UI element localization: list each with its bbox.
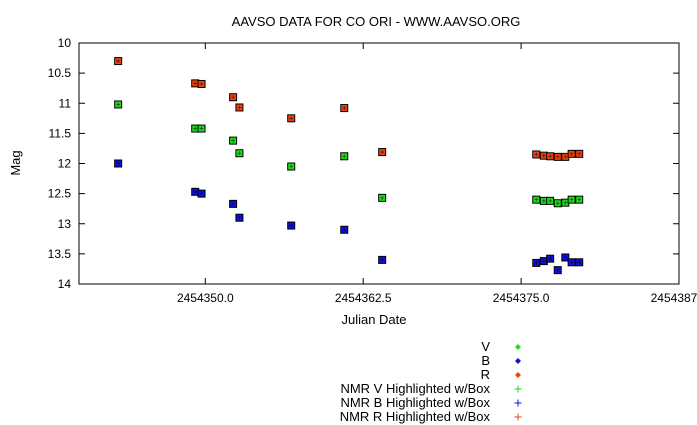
point-b [287,221,296,230]
y-tick-label: 12.5 [48,187,72,201]
point-v [197,124,206,133]
y-axis: 10 10.5 11 11.5 12 12.5 13 13.5 14 [48,36,679,291]
y-tick-label: 11 [59,96,72,110]
point-v [114,100,123,109]
point-v [287,162,296,171]
point-v [553,199,562,208]
y-tick-label: 11.5 [49,126,72,140]
point-b [567,258,576,267]
data-points [114,57,584,275]
legend-marker [515,372,521,378]
legend-marker [514,399,522,407]
y-tick-label: 13 [58,217,72,231]
legend-marker [514,385,522,393]
point-v [546,196,555,205]
legend-marker [515,358,521,364]
legend-label: NMR B Highlighted w/Box [340,395,490,410]
point-b [114,159,123,168]
point-r [191,79,200,88]
legend-label: V [481,339,490,354]
y-axis-label: Mag [8,150,23,175]
point-r [340,104,349,113]
x-axis-label: Julian Date [341,312,406,327]
x-tick-label: 2454350.0 [177,291,234,305]
legend-label: NMR R Highlighted w/Box [340,409,491,424]
point-b [575,258,584,267]
point-v [532,195,541,204]
x-tick-label: 2454375.0 [493,291,550,305]
point-b [235,213,244,222]
point-v [340,152,349,161]
y-tick-label: 14 [58,277,72,291]
x-tick-label: 2454387.5 [651,291,697,305]
y-tick-label: 13.5 [48,247,72,261]
point-r [287,114,296,123]
point-b [229,199,238,208]
legend-label: B [481,353,490,368]
legend-marker [515,344,521,350]
point-b [546,254,555,263]
point-r [229,93,238,102]
point-b [340,225,349,234]
point-b [553,266,562,275]
legend-marker [514,413,522,421]
point-b [197,189,206,198]
point-r [378,148,387,157]
point-r [114,57,123,66]
x-axis: 2454350.0 2454362.5 2454375.0 2454387.5 [177,43,697,305]
point-r [197,79,206,88]
x-tick-label: 2454362.5 [335,291,392,305]
point-v [229,136,238,145]
plot-area [78,42,680,285]
point-r [235,103,244,112]
point-b [378,255,387,264]
point-v [235,149,244,158]
chart-title: AAVSO DATA FOR CO ORI - WWW.AAVSO.ORG [232,14,521,29]
point-r [567,149,576,158]
point-r [532,150,541,159]
legend-label: R [481,367,490,382]
point-b [532,258,541,267]
point-v [567,195,576,204]
point-v [575,195,584,204]
legend-label: NMR V Highlighted w/Box [340,381,490,396]
point-r [561,152,570,161]
y-tick-label: 12 [58,157,72,171]
point-r [553,152,562,161]
point-v [378,193,387,202]
point-r [546,152,555,161]
point-r [575,149,584,158]
y-tick-label: 10.5 [48,66,72,80]
y-tick-label: 10 [58,36,72,50]
point-b [561,253,570,262]
